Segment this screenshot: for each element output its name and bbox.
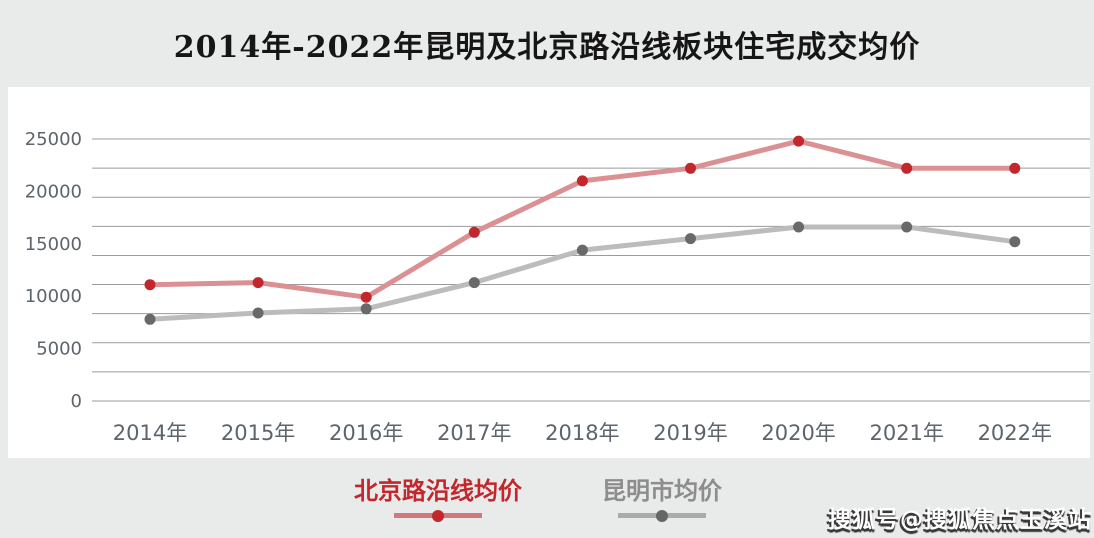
x-tick-label: 2016年 — [329, 421, 403, 445]
data-point-昆明市均价-2016年 — [360, 303, 372, 315]
y-tick-label: 10000 — [25, 286, 82, 307]
x-tick-label: 2015年 — [221, 421, 295, 445]
data-point-北京路沿线均价-2020年 — [793, 135, 805, 147]
chart-title: 2014年-2022年昆明及北京路沿线板块住宅成交均价 — [173, 30, 921, 65]
legend-dot-red-icon — [432, 509, 444, 522]
data-point-昆明市均价-2021年 — [901, 221, 913, 233]
data-point-昆明市均价-2017年 — [468, 277, 480, 289]
x-tick-label: 2018年 — [545, 421, 619, 445]
data-point-北京路沿线均价-2015年 — [252, 277, 264, 289]
data-point-北京路沿线均价-2021年 — [901, 162, 913, 174]
series-line-昆明市均价 — [147, 224, 1018, 322]
x-tick-label: 2022年 — [978, 421, 1052, 445]
watermark: 搜狐号@搜狐焦点玉溪站 — [828, 507, 1092, 533]
legend-item-kunming-city: 昆明市均价 — [602, 476, 722, 522]
legend-item-beijing-road: 北京路沿线均价 — [354, 476, 522, 522]
y-tick-label: 25000 — [25, 129, 82, 150]
data-point-北京路沿线均价-2017年 — [468, 226, 480, 238]
data-point-昆明市均价-2015年 — [252, 307, 264, 319]
y-tick-label: 0 — [71, 391, 82, 412]
legend-label-kunming-city: 昆明市均价 — [602, 476, 722, 505]
chart-canvas: 0 5000 10000 15000 20000 25000 2014年 2015年 2016年… — [25, 129, 1090, 445]
x-tick-label: 2020年 — [761, 421, 835, 445]
data-point-北京路沿线均价-2018年 — [576, 175, 588, 187]
chart-legend: 北京路沿线均价 昆明市均价 — [0, 476, 1094, 522]
x-tick-label: 2019年 — [653, 421, 727, 445]
data-point-昆明市均价-2018年 — [576, 244, 588, 256]
series-line-北京路沿线均价 — [147, 138, 1018, 300]
legend-line-red-icon — [394, 509, 482, 522]
y-tick-label: 5000 — [36, 339, 82, 360]
data-point-北京路沿线均价-2019年 — [685, 162, 696, 174]
data-point-昆明市均价-2020年 — [793, 221, 805, 233]
legend-dot-gray-icon — [656, 509, 668, 522]
legend-line-gray-icon — [618, 509, 706, 522]
x-tick-label: 2021年 — [869, 421, 943, 445]
y-tick-label: 20000 — [25, 181, 82, 202]
data-point-昆明市均价-2014年 — [144, 313, 156, 325]
legend-label-beijing-road: 北京路沿线均价 — [354, 476, 522, 505]
data-point-北京路沿线均价-2014年 — [144, 279, 156, 291]
data-point-昆明市均价-2022年 — [1009, 236, 1021, 248]
data-point-昆明市均价-2019年 — [685, 233, 696, 245]
chart-panel: 0 5000 10000 15000 20000 25000 2014年 2015年 2016年… — [8, 87, 1090, 458]
data-point-北京路沿线均价-2022年 — [1009, 162, 1021, 174]
data-point-北京路沿线均价-2016年 — [360, 291, 372, 303]
x-tick-label: 2017年 — [437, 421, 511, 445]
x-tick-label: 2014年 — [113, 421, 187, 445]
y-tick-label: 15000 — [25, 234, 82, 255]
